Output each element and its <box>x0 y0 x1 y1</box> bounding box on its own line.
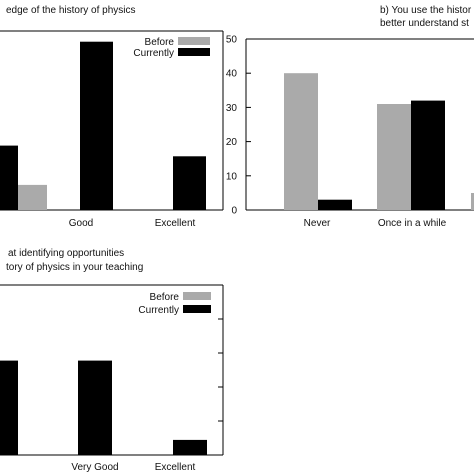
panel-a-legend-swatch-before <box>178 37 210 45</box>
panel-b-bar-currently-1 <box>411 100 445 210</box>
panel-a-bars <box>0 41 206 211</box>
panel-c: at identifying opportunities tory of phy… <box>0 248 224 473</box>
panel-c-right-ticks <box>218 284 223 456</box>
panel-a-legend: Before Currently <box>133 37 210 59</box>
panel-b-bars <box>284 73 445 210</box>
panel-a: edge of the history of physics Before Cu… <box>0 5 224 229</box>
panel-b-bar-before-0 <box>284 73 318 210</box>
panel-b-title-line-1: b) You use the histor <box>380 5 472 16</box>
panel-c-xtick-excellent: Excellent <box>155 462 196 473</box>
panel-c-bar-partial-left <box>0 360 18 455</box>
panel-c-legend-swatch-currently <box>183 305 211 313</box>
panel-b-ytick-label-3: 30 <box>226 103 238 114</box>
panel-b: b) You use the histor better understand … <box>226 5 474 229</box>
panel-b-ytick-label-2: 20 <box>226 137 238 148</box>
panel-a-legend-swatch-currently <box>178 48 210 56</box>
panel-c-legend-label-before: Before <box>150 292 180 303</box>
panel-a-legend-label-before: Before <box>145 37 175 48</box>
panel-a-bar-currently-1 <box>173 156 206 210</box>
panel-a-legend-label-currently: Currently <box>133 48 174 59</box>
panel-b-ytick-label-1: 10 <box>226 171 238 182</box>
panel-a-xtick-excellent: Excellent <box>155 218 196 229</box>
panel-a-title-line-1: edge of the history of physics <box>6 5 136 16</box>
panel-c-bar-currently-1 <box>173 439 207 455</box>
panel-b-ytick-label-4: 40 <box>226 69 238 80</box>
panel-b-bar-before-1 <box>377 104 411 210</box>
panel-c-legend-swatch-before <box>183 292 211 300</box>
panel-b-title-line-2: better understand st <box>380 18 469 29</box>
panel-c-bars <box>0 360 207 455</box>
panel-c-legend: Before Currently <box>138 292 211 316</box>
panel-b-yticks: 0 10 20 30 40 50 <box>226 35 251 217</box>
panel-c-xtick-verygood: Very Good <box>71 462 118 473</box>
panel-a-xtick-good: Good <box>69 218 93 229</box>
panel-a-bar-before-0 <box>14 184 47 210</box>
panel-b-bar-currently-0 <box>318 199 352 210</box>
panel-c-legend-label-currently: Currently <box>138 305 179 316</box>
panel-b-ytick-label-5: 50 <box>226 35 238 46</box>
panel-c-title-line-1: at identifying opportunities <box>8 248 124 259</box>
panel-a-bar-partial-left <box>0 145 18 210</box>
panel-b-partial-bar-right <box>471 193 474 210</box>
panel-b-ytick-label-0: 0 <box>231 206 237 217</box>
panel-b-xtick-once: Once in a while <box>378 218 447 229</box>
panel-b-xtick-never: Never <box>304 218 331 229</box>
panel-c-title-line-2: tory of physics in your teaching <box>6 262 143 273</box>
panel-a-bar-currently-0 <box>80 41 113 211</box>
panel-c-bar-currently-0 <box>78 360 112 455</box>
